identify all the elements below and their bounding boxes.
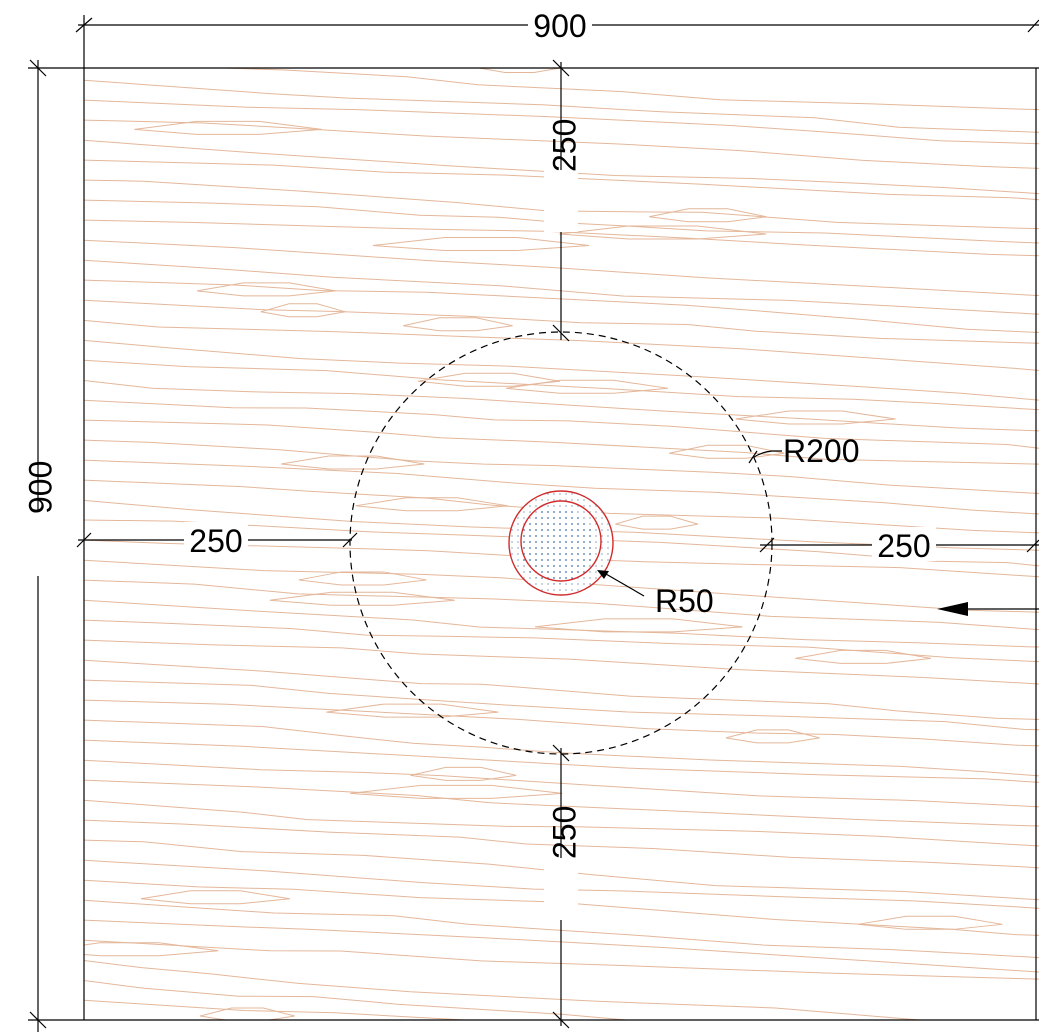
grain-line bbox=[84, 980, 633, 1020]
grain-knot bbox=[134, 120, 322, 135]
grain-line bbox=[84, 399, 1039, 449]
grain-knot bbox=[410, 766, 517, 781]
grain-line bbox=[84, 179, 1039, 230]
grain-knot bbox=[260, 303, 346, 318]
grain-line bbox=[84, 919, 1039, 973]
grain-line bbox=[84, 439, 1039, 495]
leader-r50 bbox=[605, 573, 645, 597]
grain-knot bbox=[298, 571, 427, 586]
grain-knot bbox=[534, 618, 743, 633]
dimension-text-left-gap: 250 bbox=[189, 523, 242, 559]
grain-line bbox=[84, 779, 1039, 827]
grain-line bbox=[84, 259, 1039, 315]
grain-knot bbox=[735, 410, 896, 425]
grain-knot bbox=[372, 237, 590, 252]
grain-line bbox=[84, 659, 1039, 720]
grain-line bbox=[84, 579, 1039, 631]
grain-knot bbox=[417, 372, 560, 387]
grain-line bbox=[84, 699, 1039, 747]
label-inner-radius: R50 bbox=[655, 583, 714, 619]
grain-line bbox=[84, 899, 1039, 959]
grain-line bbox=[84, 599, 1039, 648]
grain-line bbox=[84, 319, 1039, 372]
grain-line bbox=[84, 299, 1039, 344]
dimension-text-left-height: 900 bbox=[22, 461, 58, 514]
grain-line bbox=[84, 419, 1039, 465]
grain-line bbox=[84, 839, 1039, 901]
grain-knot bbox=[196, 282, 336, 297]
dimension-vertical-center bbox=[544, 59, 578, 1029]
grain-line bbox=[84, 739, 1039, 783]
grain-line bbox=[84, 339, 1039, 401]
grain-knot bbox=[140, 890, 290, 905]
grain-knot bbox=[350, 784, 563, 799]
grain-line bbox=[84, 819, 1039, 869]
dimension-left-overall bbox=[20, 59, 84, 1032]
pipe-section bbox=[508, 490, 614, 596]
grain-knot bbox=[649, 208, 767, 223]
dimension-top-overall bbox=[75, 8, 1039, 68]
grain-knot bbox=[281, 455, 425, 470]
grain-line bbox=[84, 939, 1039, 980]
grain-line bbox=[84, 999, 475, 1020]
grain-line bbox=[84, 679, 1039, 731]
grain-line bbox=[84, 239, 1039, 297]
grain-line bbox=[84, 959, 926, 1020]
grain-line bbox=[84, 359, 1039, 411]
dimension-text-top-gap: 250 bbox=[546, 119, 582, 172]
grain-knot bbox=[403, 317, 513, 332]
grain-knot bbox=[795, 649, 932, 664]
grain-line bbox=[84, 879, 1039, 936]
grain-knot bbox=[326, 703, 499, 718]
grain-line bbox=[84, 379, 1039, 432]
grain-line bbox=[84, 759, 1039, 808]
dimension-horizontal-center bbox=[76, 522, 1039, 561]
dimension-text-bottom-gap: 250 bbox=[546, 806, 582, 859]
grain-knot bbox=[857, 915, 1003, 930]
grain-line bbox=[84, 279, 1039, 333]
leader-r50-arrowhead bbox=[597, 570, 609, 579]
grain-knot bbox=[615, 515, 699, 530]
grain-line bbox=[84, 799, 1039, 847]
grain-line bbox=[84, 719, 1039, 777]
outer-radius-circle bbox=[349, 331, 773, 755]
grain-line bbox=[84, 619, 1039, 663]
grain-knot bbox=[725, 729, 820, 744]
grain-knot bbox=[199, 1007, 295, 1020]
left-arrow-icon bbox=[937, 602, 1039, 616]
grain-line bbox=[84, 139, 1039, 195]
grain-line bbox=[84, 859, 1039, 909]
leader-r200 bbox=[748, 450, 782, 464]
grain-line bbox=[84, 119, 1039, 169]
grain-knot bbox=[559, 225, 767, 240]
grain-line bbox=[208, 68, 1039, 111]
grain-knot bbox=[505, 379, 669, 394]
grain-knot bbox=[269, 591, 455, 606]
grain-line bbox=[84, 639, 1039, 685]
grain-knot bbox=[84, 942, 219, 957]
grain-line bbox=[84, 479, 1039, 534]
label-outer-radius: R200 bbox=[783, 433, 860, 469]
grain-knot bbox=[355, 497, 509, 512]
grain-line bbox=[84, 99, 1039, 145]
dimension-text-right-gap: 250 bbox=[877, 528, 930, 564]
grain-line bbox=[84, 459, 1039, 515]
dimension-text-top-width: 900 bbox=[533, 8, 586, 44]
grain-knot bbox=[475, 68, 564, 74]
grain-line bbox=[84, 159, 1039, 201]
grain-line bbox=[84, 79, 1039, 133]
grain-knot bbox=[669, 444, 785, 459]
